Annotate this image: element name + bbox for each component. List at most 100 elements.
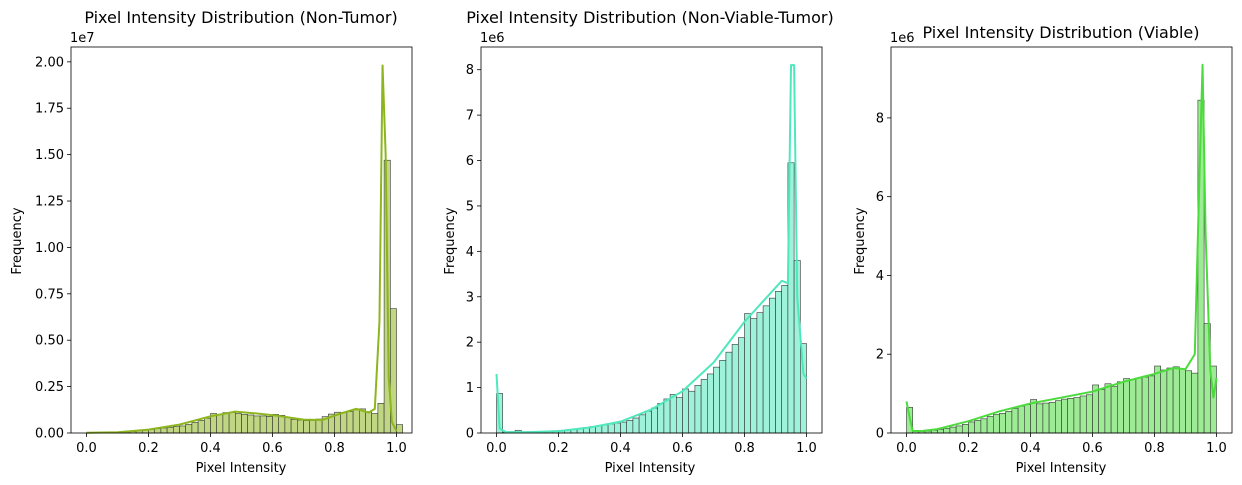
y-tick-label: 0 (466, 427, 474, 442)
y-axis-label: Frequency (10, 207, 25, 274)
histogram-bar (1005, 411, 1013, 434)
histogram-bar (980, 418, 988, 434)
x-tick-label: 0.2 (958, 441, 979, 456)
histogram-bar (1191, 372, 1199, 434)
y-axis-label: Frequency (443, 207, 458, 274)
y-tick-label: 8 (466, 63, 474, 78)
histogram-bar (986, 416, 994, 434)
histogram-bar (358, 408, 366, 434)
histogram-bar (166, 427, 174, 434)
kde-curve (905, 63, 1218, 433)
histogram-bar (1067, 398, 1075, 434)
y-tick-label: 3 (466, 290, 474, 305)
y-tick-label: 6 (466, 154, 474, 169)
histogram-bar (613, 422, 621, 434)
histogram-bar (620, 421, 627, 434)
histogram-bar (179, 425, 186, 434)
histogram-bar (1117, 381, 1124, 434)
x-tick-label: 0.0 (896, 441, 917, 456)
y-tick-label: 1.75 (35, 102, 64, 117)
histogram-bar (1048, 401, 1056, 434)
histogram-bar (1135, 377, 1143, 434)
histogram-bar (396, 424, 403, 434)
chart-non-viable-tumor: Pixel Intensity Distribution (Non-Viable… (443, 8, 834, 476)
x-tick-label: 0.4 (1020, 441, 1041, 456)
y-tick-label: 4 (466, 245, 474, 260)
x-tick-label: 0.2 (138, 441, 159, 456)
histogram-bar (340, 412, 348, 434)
histogram-bar (663, 398, 671, 434)
y-tick-label: 0 (876, 427, 884, 442)
histogram-bar (626, 419, 634, 434)
x-tick-label: 0.4 (610, 441, 631, 456)
histogram-bar (247, 414, 255, 434)
histogram-bar (272, 414, 279, 434)
histogram-bar (1185, 370, 1192, 434)
histogram-bar (315, 418, 323, 434)
histogram-bar (644, 410, 652, 434)
histogram-bar (682, 388, 689, 434)
histogram-bar (694, 385, 702, 434)
histogram-bar (1011, 408, 1019, 434)
histogram-bar (1148, 375, 1155, 434)
histogram-bar (1110, 386, 1118, 434)
y-tick-label: 1 (466, 381, 474, 396)
histogram-bar (278, 415, 286, 434)
histogram-bar (1024, 404, 1031, 434)
x-tick-label: 1.0 (386, 441, 407, 456)
x-axis-label: Pixel Intensity (605, 461, 696, 476)
histogram-bar (173, 426, 180, 434)
histogram-bar (669, 394, 677, 434)
x-tick-label: 1.0 (796, 441, 817, 456)
histogram-bar (1073, 397, 1081, 434)
y-tick-label: 0.25 (35, 380, 64, 395)
histogram-bar (601, 424, 609, 434)
histogram-bar (657, 403, 665, 434)
histogram-bar (204, 417, 211, 434)
histogram-bar (688, 390, 696, 434)
histogram-bar (725, 351, 733, 434)
y-tick-label: 1.00 (35, 241, 64, 256)
histogram-bar (377, 403, 385, 434)
x-axis-label: Pixel Intensity (196, 461, 287, 476)
histogram-bar (737, 337, 745, 434)
histogram-bar (949, 426, 957, 434)
histogram-bar (1055, 400, 1062, 434)
histogram-bar (303, 420, 310, 434)
histogram-bar (719, 360, 727, 434)
x-tick-label: 0.8 (734, 441, 755, 456)
histogram-bar (222, 412, 230, 434)
histogram-bar (992, 414, 1000, 434)
histogram-bar (999, 413, 1006, 434)
y-axis-offset-label: 1e6 (480, 31, 505, 46)
histogram-bar (651, 407, 658, 434)
kde-curve (86, 64, 398, 434)
histogram-bar (1129, 379, 1137, 434)
y-tick-label: 1.50 (35, 148, 64, 163)
plot-area: 0.0 0.2 0.4 0.6 0.8 1.0 0.00 0.25 0.50 0.75 1.00 1.… (35, 46, 413, 456)
histogram-bar (781, 285, 789, 434)
histogram-bar (371, 413, 379, 434)
histogram-bar (974, 420, 982, 434)
x-axis-label: Pixel Intensity (1016, 461, 1107, 476)
y-axis-offset-label: 1e6 (890, 31, 915, 46)
histogram-bar (160, 427, 168, 434)
chart-title: Pixel Intensity Distribution (Non-Viable… (466, 8, 834, 27)
histogram-bar (968, 421, 975, 434)
y-tick-label: 0.50 (35, 334, 64, 349)
histogram-bar (1172, 366, 1180, 434)
x-tick-label: 1.0 (1206, 441, 1227, 456)
histogram-bar (1098, 389, 1106, 434)
histogram-bar (937, 429, 944, 434)
y-tick-label: 0.00 (35, 427, 64, 442)
histogram-bar (185, 423, 193, 434)
chart-viable: Pixel Intensity Distribution (Viable) Pi… (853, 23, 1233, 476)
x-tick-label: 0.0 (76, 441, 97, 456)
x-tick-label: 0.2 (548, 441, 569, 456)
y-tick-label: 2 (876, 348, 884, 363)
y-tick-label: 6 (876, 190, 884, 205)
histogram-bar (352, 409, 360, 434)
x-tick-label: 0.0 (486, 441, 507, 456)
histogram-bar (365, 411, 372, 434)
histogram-bar (706, 373, 714, 434)
